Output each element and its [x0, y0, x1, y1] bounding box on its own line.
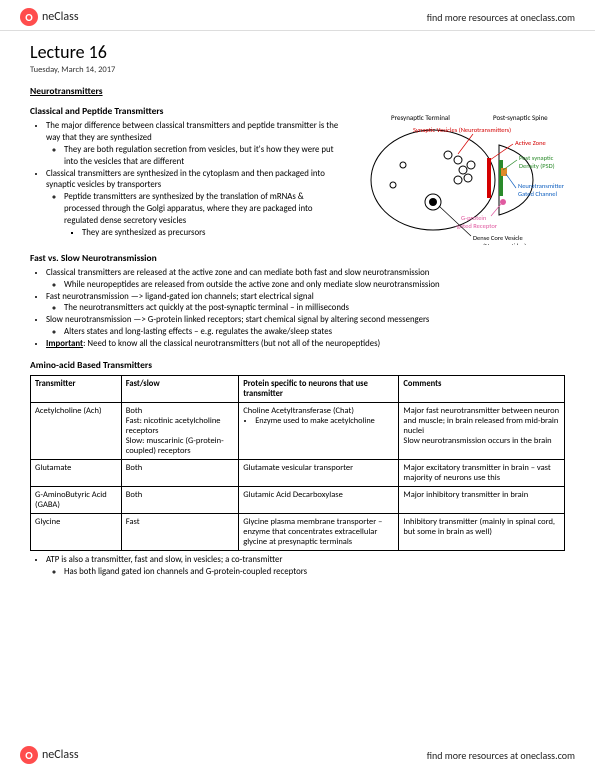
- cell-protein: Choline Acetyltransferase (Chat) Enzyme …: [239, 402, 399, 459]
- table-row: Acetylcholine (Ach) Both Fast: nicotinic…: [31, 402, 565, 459]
- footer-resources-link[interactable]: find more resources at oneclass.com: [427, 749, 575, 762]
- label-postspine: Post-synaptic Spine: [493, 113, 548, 122]
- logo-text: neClass: [42, 10, 79, 24]
- synapse-svg: Presynaptic Terminal Post-synaptic Spine…: [363, 110, 573, 245]
- list-item: The neurotransmitters act quickly at the…: [64, 303, 565, 315]
- list-item: The major difference between classical t…: [46, 121, 340, 169]
- table-row: Glutamate Both Glutamate vesicular trans…: [31, 459, 565, 486]
- subsection-fast-slow: Fast vs. Slow Neurotransmission: [30, 252, 565, 264]
- list-item: Slow neurotransmission —> G-protein link…: [46, 315, 565, 339]
- list-item: ATP is also a transmitter, fast and slow…: [46, 555, 565, 579]
- label-synaptic-vesicles: Synaptic Vesicles (Neurotransmitters): [413, 126, 511, 134]
- transmitter-table: Transmitter Fast/slow Protein specific t…: [30, 375, 565, 551]
- cell-fastslow: Both: [121, 459, 238, 486]
- cell-fastslow: Both Fast: nicotinic acetylcholine recep…: [121, 402, 238, 459]
- cell-transmitter: Acetylcholine (Ach): [31, 402, 122, 459]
- list-item: Enzyme used to make acetylcholine: [255, 416, 394, 427]
- col-protein: Protein specific to neurons that use tra…: [239, 375, 399, 402]
- classical-peptide-block: The major difference between classical t…: [30, 121, 340, 240]
- label-dcv-1: Dense Core Vesicle: [473, 234, 523, 242]
- list-item: They are both regulation secretion from …: [64, 145, 340, 169]
- cell-transmitter: G-AminoButyric Acid (GABA): [31, 486, 122, 513]
- cell-protein: Glutamate vesicular transporter: [239, 459, 399, 486]
- label-presynaptic: Presynaptic Terminal: [391, 113, 450, 122]
- page-header: O neClass find more resources at oneclas…: [0, 0, 595, 31]
- col-transmitter: Transmitter: [31, 375, 122, 402]
- cell-comments: Major fast neurotransmitter between neur…: [399, 402, 565, 459]
- label-dcv-2: (Neuropeptides): [483, 242, 526, 245]
- lecture-date: Tuesday, March 14, 2017: [30, 65, 565, 75]
- list-item: Important: Need to know all the classica…: [46, 339, 565, 351]
- post-table-list: ATP is also a transmitter, fast and slow…: [30, 555, 565, 579]
- cell-transmitter: Glutamate: [31, 459, 122, 486]
- logo-glyph-icon: O: [20, 746, 38, 764]
- label-psd-1: Post synaptic: [519, 154, 554, 162]
- synapse-diagram: Presynaptic Terminal Post-synaptic Spine…: [363, 110, 573, 245]
- label-active-zone: Active Zone: [515, 139, 546, 147]
- list-item: Fast neurotransmission —> ligand-gated i…: [46, 292, 565, 316]
- logo-text: neClass: [42, 748, 79, 762]
- list-item: Has both ligand gated ion channels and G…: [64, 567, 565, 579]
- list-item: Classical transmitters are released at t…: [46, 268, 565, 292]
- col-fastslow: Fast/slow: [121, 375, 238, 402]
- col-comments: Comments: [399, 375, 565, 402]
- label-nt-1: Neurotransmitter: [518, 182, 565, 190]
- table-header-row: Transmitter Fast/slow Protein specific t…: [31, 375, 565, 402]
- cell-protein: Glutamic Acid Decarboxylase: [239, 486, 399, 513]
- subsection-amino-acid: Amino-acid Based Transmitters: [30, 359, 565, 371]
- cell-comments: Major excitatory transmitter in brain – …: [399, 459, 565, 486]
- active-zone-icon: [487, 158, 491, 198]
- page-title: Lecture 16: [30, 41, 565, 63]
- label-gp-2: -gated Receptor: [455, 222, 498, 230]
- section-neurotransmitters: Neurotransmitters: [30, 85, 565, 97]
- cell-fastslow: Both: [121, 486, 238, 513]
- list-item: Classical transmitters are synthesized i…: [46, 169, 340, 240]
- cell-protein: Glycine plasma membrane transporter – en…: [239, 513, 399, 550]
- label-gp-1: G-protein: [461, 214, 487, 222]
- table-row: Glycine Fast Glycine plasma membrane tra…: [31, 513, 565, 550]
- label-nt-2: Gated Channel: [518, 190, 557, 198]
- cell-fastslow: Fast: [121, 513, 238, 550]
- page-content: Lecture 16 Tuesday, March 14, 2017 Neuro…: [0, 31, 595, 579]
- logo-glyph-icon: O: [20, 8, 38, 26]
- header-resources-link[interactable]: find more resources at oneclass.com: [427, 11, 575, 24]
- table-row: G-AminoButyric Acid (GABA) Both Glutamic…: [31, 486, 565, 513]
- cell-transmitter: Glycine: [31, 513, 122, 550]
- cell-comments: Inhibitory transmitter (mainly in spinal…: [399, 513, 565, 550]
- brand-logo[interactable]: O neClass: [20, 8, 79, 26]
- list-item: While neuropeptides are released from ou…: [64, 280, 565, 292]
- cell-comments: Major inhibitory transmitter in brain: [399, 486, 565, 513]
- list-item: They are synthesized as precursors: [82, 228, 340, 240]
- psd-icon: [499, 160, 503, 196]
- fast-slow-list: Classical transmitters are released at t…: [30, 268, 565, 351]
- label-psd-2: Density (PSD): [519, 162, 555, 170]
- page-footer: O neClass find more resources at oneclas…: [0, 746, 595, 764]
- list-item: Peptide transmitters are synthesized by …: [64, 192, 340, 240]
- footer-brand-logo[interactable]: O neClass: [20, 746, 79, 764]
- list-item: Alters states and long-lasting effects –…: [64, 327, 565, 339]
